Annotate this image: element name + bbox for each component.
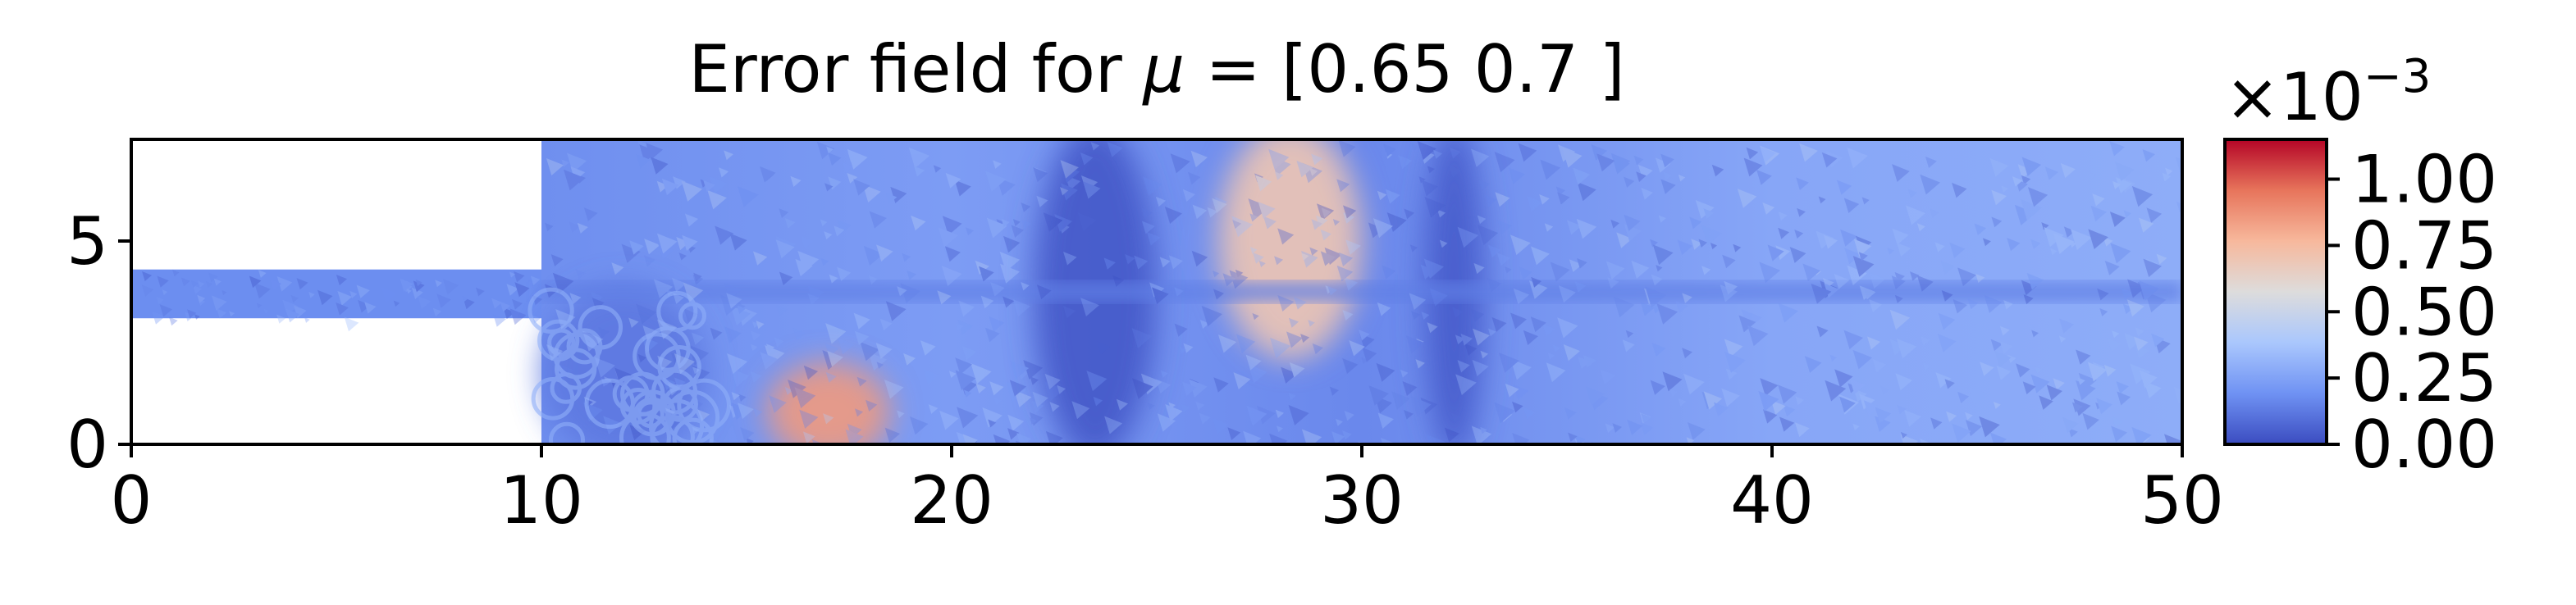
- centerline-wake: [541, 281, 2182, 302]
- error-field: [131, 139, 2182, 444]
- colorbar: 0.000.250.500.751.00 ×10−3: [2223, 50, 2497, 483]
- x-tick-label: 30: [1320, 462, 1404, 539]
- x-tick-label: 40: [1730, 462, 1814, 539]
- colorbar-offset-label: ×10−3: [2225, 50, 2431, 135]
- x-axis: 0 10 20 30 40 50: [111, 444, 2224, 539]
- colorbar-tick-label: 0.50: [2351, 274, 2497, 350]
- colorbar-gradient: [2223, 138, 2328, 446]
- inlet-channel-region: [131, 269, 541, 319]
- x-tick-label: 10: [500, 462, 583, 539]
- colorbar-tick-label: 0.25: [2351, 340, 2497, 416]
- x-tick-label: 50: [2140, 462, 2224, 539]
- axes-frame: [130, 138, 2184, 446]
- chart-title: Error field for μ = [0.65 0.7 ]: [688, 31, 1624, 107]
- colorbar-tick-label: 0.00: [2351, 407, 2497, 483]
- field-feature-3: [1218, 139, 1362, 359]
- y-axis: 05: [66, 203, 131, 483]
- colorbar-ticks: 0.000.250.500.751.00: [2327, 142, 2497, 483]
- y-tick-label: 5: [66, 203, 108, 280]
- x-tick-label: 20: [910, 462, 993, 539]
- field-feature-1: [767, 362, 890, 444]
- x-tick-label: 0: [111, 462, 153, 539]
- cellular-pattern: [528, 287, 731, 444]
- plot-area: [131, 139, 2182, 444]
- colorbar-tick-label: 0.75: [2351, 207, 2497, 284]
- colorbar-tick-label: 1.00: [2351, 142, 2497, 218]
- y-tick-label: 0: [66, 407, 108, 483]
